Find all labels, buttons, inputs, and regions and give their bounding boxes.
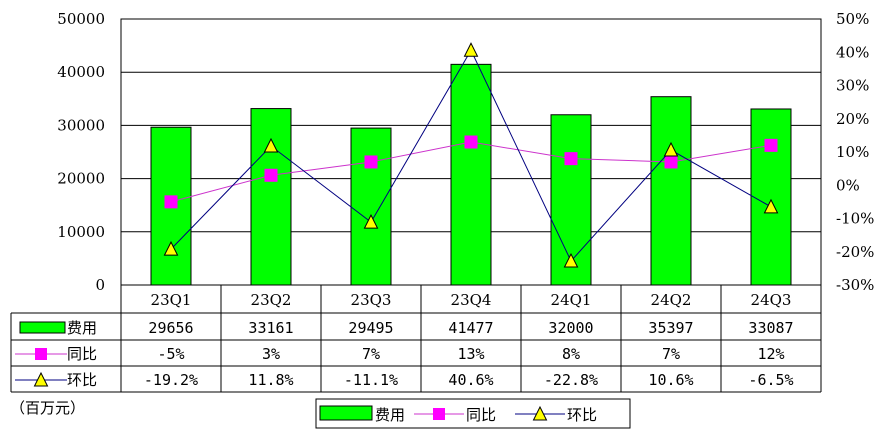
marker-triangle bbox=[463, 42, 479, 57]
table-cell: 32000 bbox=[548, 319, 593, 337]
table-cell: -6.5% bbox=[748, 371, 793, 389]
marker-triangle bbox=[763, 198, 779, 214]
table-cell: 29495 bbox=[348, 319, 393, 337]
right-axis-tick-label: 20% bbox=[836, 110, 869, 128]
table-cell: 35397 bbox=[648, 319, 693, 337]
table-cell: 7% bbox=[662, 345, 680, 363]
right-axis-tick-label: 10% bbox=[836, 143, 869, 161]
table-cell: 33087 bbox=[748, 319, 793, 337]
table-cell: 8% bbox=[562, 345, 580, 363]
right-axis-tick-label: 50% bbox=[836, 10, 869, 28]
marker-triangle bbox=[263, 137, 279, 153]
legend-swatch-bar bbox=[319, 405, 373, 421]
row-header: 同比 bbox=[67, 345, 97, 363]
legend-label: 同比 bbox=[466, 406, 496, 424]
legend-swatch-marker bbox=[433, 408, 445, 420]
right-axis-tick-label: -30% bbox=[836, 276, 874, 294]
marker-square bbox=[464, 135, 478, 149]
bar bbox=[650, 96, 692, 286]
category-label: 24Q2 bbox=[651, 291, 692, 309]
table-cell: 3% bbox=[262, 345, 280, 363]
row-header: 费用 bbox=[67, 319, 97, 337]
right-axis-tick-label: -10% bbox=[836, 210, 874, 228]
bar bbox=[750, 108, 792, 286]
table-cell: -5% bbox=[157, 345, 184, 363]
table-cell: 40.6% bbox=[448, 371, 493, 389]
row-swatch-bar bbox=[19, 321, 66, 334]
left-axis-tick-label: 10000 bbox=[57, 223, 105, 241]
right-axis-tick-label: 40% bbox=[836, 43, 869, 61]
right-axis-tick-label: 0% bbox=[836, 176, 860, 194]
table-cell: 11.8% bbox=[248, 371, 293, 389]
left-axis-tick-label: 40000 bbox=[57, 63, 105, 81]
table-cell: 41477 bbox=[448, 319, 493, 337]
table-cell: -11.1% bbox=[344, 371, 398, 389]
unit-label: （百万元） bbox=[10, 399, 85, 417]
left-axis-tick-label: 30000 bbox=[57, 116, 105, 134]
marker-square bbox=[364, 155, 378, 169]
bar bbox=[350, 127, 392, 286]
row-header: 环比 bbox=[67, 371, 97, 389]
table-cell: 29656 bbox=[148, 319, 193, 337]
marker-square bbox=[264, 168, 278, 182]
category-label: 23Q1 bbox=[151, 291, 192, 309]
row-swatch-marker bbox=[35, 348, 47, 360]
marker-triangle bbox=[563, 252, 579, 268]
table-cell: 13% bbox=[457, 345, 484, 363]
legend-label: 费用 bbox=[375, 406, 405, 424]
marker-square bbox=[564, 152, 578, 166]
left-axis-tick-label: 0 bbox=[95, 276, 105, 294]
marker-triangle bbox=[163, 240, 179, 256]
right-axis-tick-label: -20% bbox=[836, 243, 874, 261]
legend-swatch-marker bbox=[532, 405, 548, 421]
table-cell: 12% bbox=[757, 345, 784, 363]
table-cell: 7% bbox=[362, 345, 380, 363]
marker-square bbox=[664, 155, 678, 169]
table-cell: 33161 bbox=[248, 319, 293, 337]
category-label: 23Q2 bbox=[251, 291, 292, 309]
table-cell: -19.2% bbox=[144, 371, 198, 389]
marker-square bbox=[764, 138, 778, 152]
row-swatch-marker bbox=[33, 371, 49, 387]
left-axis-tick-label: 50000 bbox=[57, 10, 105, 28]
category-label: 24Q3 bbox=[751, 291, 792, 309]
right-axis-tick-label: 30% bbox=[836, 77, 869, 95]
legend-label: 环比 bbox=[567, 406, 597, 424]
marker-triangle bbox=[663, 141, 679, 157]
table-cell: -22.8% bbox=[544, 371, 598, 389]
left-axis-tick-label: 20000 bbox=[57, 170, 105, 188]
marker-triangle bbox=[363, 214, 379, 229]
category-label: 24Q1 bbox=[551, 291, 592, 309]
bar bbox=[450, 63, 492, 286]
table-cell: 10.6% bbox=[648, 371, 693, 389]
bar bbox=[250, 108, 292, 286]
category-label: 23Q4 bbox=[451, 291, 492, 309]
marker-square bbox=[164, 195, 178, 209]
category-label: 23Q3 bbox=[351, 291, 392, 309]
